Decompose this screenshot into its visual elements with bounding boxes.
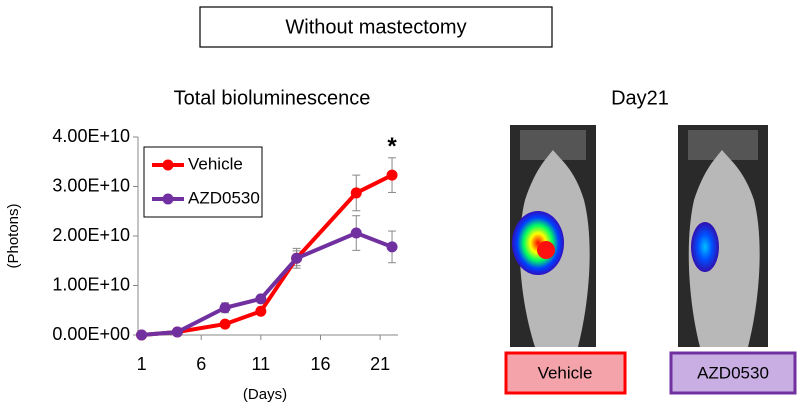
marker	[219, 318, 231, 330]
legend-label: AZD0530	[188, 188, 260, 207]
marker	[386, 169, 398, 181]
label-box	[504, 351, 627, 395]
marker	[350, 227, 362, 239]
image-azd0530	[678, 125, 768, 347]
legend-marker	[162, 159, 174, 171]
x-axis-label: (Days)	[243, 386, 287, 403]
marker	[136, 329, 148, 341]
legend-label: Vehicle	[188, 154, 243, 173]
y-axis-label: (Photons)	[5, 203, 22, 268]
x-tick-label: 1	[137, 354, 147, 374]
y-tick-label: 3.00E+10	[52, 175, 130, 195]
image-label: AZD0530	[697, 363, 769, 382]
y-tick-label: 4.00E+10	[52, 126, 130, 146]
marker	[350, 187, 362, 199]
legend-marker	[162, 193, 174, 205]
label-box	[669, 351, 797, 395]
marker	[255, 305, 267, 317]
x-tick-label: 21	[370, 354, 390, 374]
chart-title: Total bioluminescence	[174, 87, 371, 109]
x-tick-label: 6	[196, 354, 206, 374]
image-label: Vehicle	[538, 363, 593, 382]
image-vehicle	[510, 125, 596, 347]
header: Without mastectomy	[285, 16, 466, 38]
x-tick-label: 16	[310, 354, 330, 374]
y-tick-label: 1.00E+10	[52, 274, 130, 294]
marker	[219, 302, 231, 314]
legend-box	[143, 146, 263, 218]
x-tick-label: 11	[252, 354, 271, 374]
marker	[171, 326, 183, 338]
marker	[291, 252, 303, 264]
panel-title: Day21	[611, 87, 669, 109]
header-box	[199, 6, 553, 48]
marker	[386, 241, 398, 253]
line	[141, 230, 393, 337]
annotation: *	[387, 133, 397, 160]
y-tick-label: 2.00E+10	[52, 225, 130, 245]
marker	[255, 293, 267, 305]
y-tick-label: 0.00E+00	[52, 324, 130, 344]
